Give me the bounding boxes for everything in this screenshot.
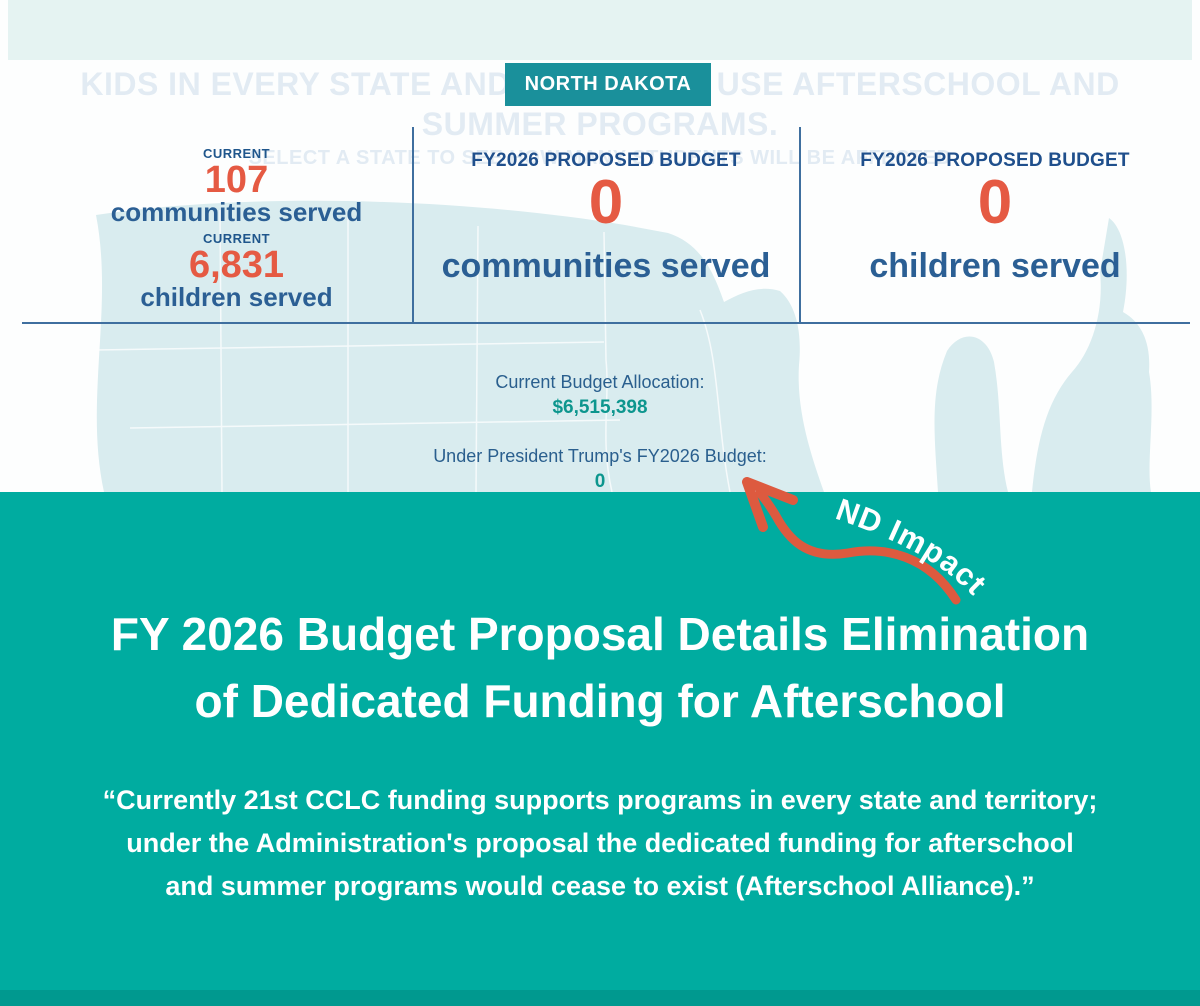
us-map-background (95, 200, 1152, 492)
current-communities-caption: communities served (110, 197, 363, 227)
proposed-children-value: 0 (977, 168, 1013, 237)
impact-headline-line-1: FY 2026 Budget Proposal Details Eliminat… (110, 608, 1090, 660)
watermark-line-3: SELECT A STATE TO SEE HOW MANY STUDENTS … (248, 147, 952, 169)
proposed-communities-caption: communities served (441, 246, 771, 285)
impact-headline: FY 2026 Budget Proposal Details Eliminat… (0, 601, 1200, 735)
stat-current-column: CURRENT 107 communities served CURRENT 6… (60, 146, 413, 312)
current-label-communities: CURRENT (202, 146, 271, 161)
proposed-children-caption: children served (869, 246, 1121, 285)
horizontal-divider (22, 322, 1190, 324)
impact-section (0, 492, 1200, 1006)
impact-quote-line-3: and summer programs would cease to exist… (165, 871, 1035, 901)
impact-quote: “Currently 21st CCLC funding supports pr… (30, 779, 1170, 908)
current-budget-value: $6,515,398 (552, 397, 648, 418)
budget-allocation-block: Current Budget Allocation: $6,515,398 Un… (0, 372, 1200, 493)
proposed-communities-value: 0 (588, 168, 624, 237)
us-map-northeast (1032, 218, 1152, 492)
state-selector-badge[interactable]: NORTH DAKOTA (505, 63, 711, 106)
top-band (8, 0, 1192, 60)
stat-proposed-children-column: FY2026 PROPOSED BUDGET 0 children served (800, 150, 1190, 286)
proposed-budget-label: Under President Trump's FY2026 Budget: (433, 446, 767, 466)
column-divider-right (799, 127, 801, 323)
impact-quote-line-1: “Currently 21st CCLC funding supports pr… (102, 785, 1098, 815)
footer-strip (0, 990, 1200, 1006)
proposed-budget-value: 0 (594, 471, 606, 492)
proposed-children-label: FY2026 PROPOSED BUDGET (860, 150, 1130, 171)
current-children-caption: children served (140, 282, 333, 313)
us-map-state-borders (95, 209, 731, 492)
watermark-line-2: SUMMER PROGRAMS. (421, 106, 779, 142)
current-label-children: CURRENT (202, 231, 271, 247)
current-children-value: 6,831 (188, 244, 285, 287)
proposed-communities-label: FY2026 PROPOSED BUDGET (471, 150, 741, 171)
impact-quote-line-2: under the Administration's proposal the … (126, 828, 1074, 858)
us-map-mainland (96, 200, 824, 492)
current-communities-value: 107 (204, 159, 269, 201)
us-map-michigan (934, 336, 1008, 492)
current-budget-label: Current Budget Allocation: (495, 372, 705, 392)
stat-proposed-communities-column: FY2026 PROPOSED BUDGET 0 communities ser… (413, 150, 799, 286)
column-divider-left (412, 127, 414, 323)
impact-headline-line-2: of Dedicated Funding for Afterschool (194, 675, 1006, 727)
